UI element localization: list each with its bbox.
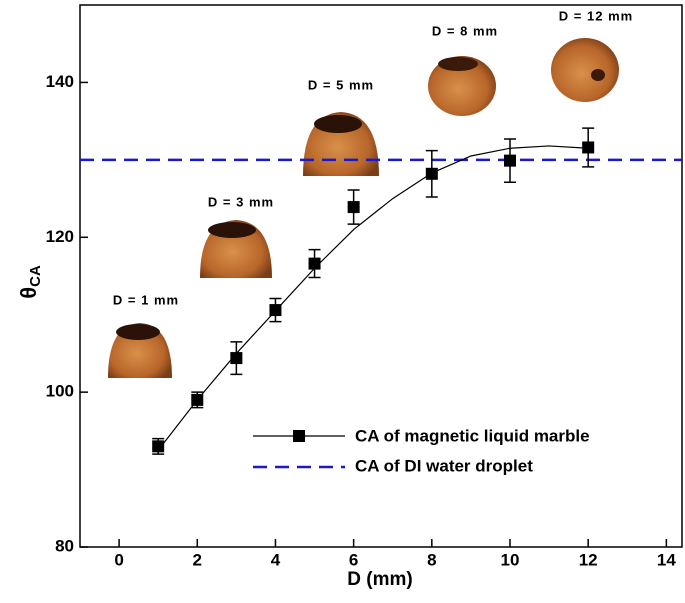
y-tick-label: 80 xyxy=(55,536,74,555)
data-point xyxy=(230,352,243,365)
x-tick-label: 2 xyxy=(193,550,202,569)
data-point xyxy=(347,201,360,214)
marble-images xyxy=(108,38,619,378)
x-tick-label: 12 xyxy=(579,550,598,569)
annotation: D = 3 mm xyxy=(208,194,274,209)
data-point xyxy=(269,304,282,317)
data-point xyxy=(191,393,204,406)
y-axis-label-main: θ xyxy=(16,287,41,299)
x-tick-label: 14 xyxy=(657,550,676,569)
data-point xyxy=(582,141,595,154)
x-axis-label: D (mm) xyxy=(347,569,412,590)
data-point xyxy=(504,154,516,167)
plot-frame xyxy=(79,4,683,548)
x-tick-label: 4 xyxy=(271,550,281,569)
y-tick-label: 140 xyxy=(46,72,74,91)
x-tick-label: 0 xyxy=(114,550,123,569)
annotation: D = 5 mm xyxy=(308,77,374,92)
x-tick-label: 8 xyxy=(427,550,436,569)
legend-label: CA of magnetic liquid marble xyxy=(355,426,590,445)
legend-label: CA of DI water droplet xyxy=(355,456,533,475)
x-tick-label: 10 xyxy=(501,550,520,569)
y-axis-label: θCA xyxy=(16,265,44,299)
y-tick-label: 120 xyxy=(46,227,74,246)
legend-marker xyxy=(293,430,305,442)
annotation: D = 1 mm xyxy=(113,292,179,307)
annotation: D = 8 mm xyxy=(432,23,498,38)
data-point xyxy=(308,257,321,270)
y-axis-label-sub: CA xyxy=(27,265,44,287)
fit-curve xyxy=(157,145,589,451)
data-point xyxy=(152,440,165,453)
annotation: D = 12 mm xyxy=(559,8,633,23)
x-tick-label: 6 xyxy=(349,550,358,569)
y-tick-label: 100 xyxy=(46,382,74,401)
data-point xyxy=(425,167,438,180)
